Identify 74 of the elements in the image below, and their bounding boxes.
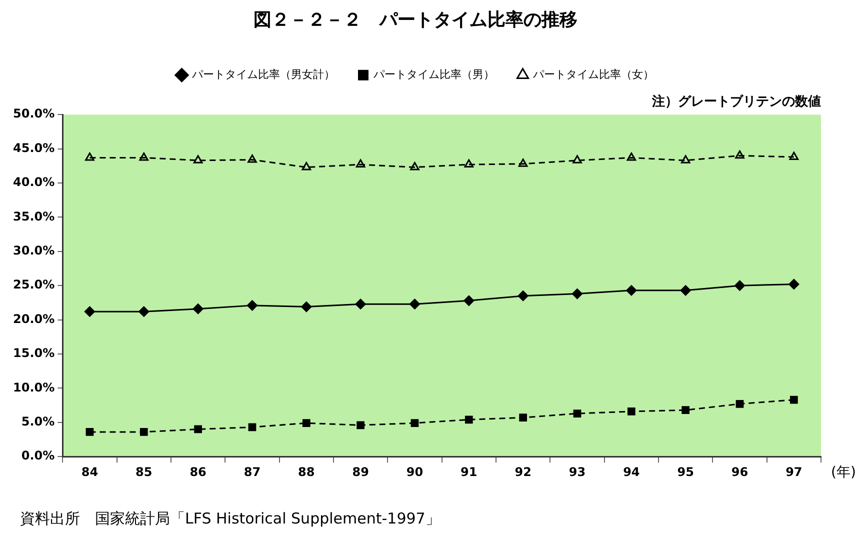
point [355,298,366,310]
point [248,154,257,163]
y-tick-label: 25.0% [12,278,55,292]
x-tick-label: 95 [677,464,694,479]
point [138,306,150,317]
point [572,155,582,164]
x-tick-label: 94 [623,464,640,479]
legend-label: パートタイム比率（男） [372,68,494,81]
y-tick-label: 35.0% [12,209,55,224]
x-tick-label: 84 [81,464,98,479]
point [518,158,528,167]
y-tick-label: 0.0% [21,448,55,463]
point [409,298,420,310]
point [788,278,800,290]
point [301,302,312,312]
point [464,416,473,424]
point [626,285,637,296]
point [789,152,799,160]
point [140,428,148,436]
y-tick-label: 10.0% [12,380,55,394]
point [84,306,95,317]
x-tick-label: 97 [786,464,802,479]
text: 資料出所 国家統計局「LFS Historical Supplement-1997」 [20,509,440,528]
y-tick-label: 50.0% [12,106,55,121]
chart-title: 図２－２－２ パートタイム比率の推移 [254,9,578,30]
point [356,159,366,168]
point [302,162,312,170]
point [736,400,744,408]
point [86,428,94,436]
point [410,419,419,428]
point [682,406,690,414]
x-tick-label: 96 [731,464,748,479]
point [735,150,744,159]
x-tick-label: 89 [352,464,369,479]
y-tick-label: 45.0% [12,140,55,155]
point [85,152,94,161]
point [246,300,258,311]
x-axis-title: (年) [831,464,856,481]
point [734,280,745,291]
x-tick-label: 91 [460,464,478,479]
x-tick-label: 90 [406,464,424,479]
point [790,396,798,404]
y-tick-label: 15.0% [12,346,55,360]
point [410,162,420,170]
point [356,421,364,430]
x-tick-label: 87 [244,464,261,479]
point [464,159,474,168]
point [518,290,528,302]
x-tick-label: 92 [514,464,532,479]
text: 注）グレートブリテンの数値 [651,93,821,110]
point [680,285,691,296]
x-tick-label: 88 [298,464,315,479]
point [680,155,690,164]
point [519,414,527,422]
x-tick-label: 85 [136,464,152,479]
legend-label: パートタイム比率（女） [532,68,654,81]
point [302,419,310,428]
y-tick-label: 40.0% [12,175,55,190]
point [192,304,204,314]
point [248,423,256,432]
point [193,155,203,164]
y-tick-label: 30.0% [12,244,55,258]
point [627,408,636,416]
point [139,152,149,161]
y-tick-label: 20.0% [12,312,55,326]
x-tick-label: 93 [568,464,586,479]
point [464,295,474,306]
x-tick-label: 86 [190,464,206,479]
point [626,152,636,161]
point [194,425,202,434]
point [572,288,582,300]
point [573,410,582,418]
legend-label: パートタイム比率（男女計） [190,68,335,81]
y-tick-label: 5.0% [21,414,55,429]
